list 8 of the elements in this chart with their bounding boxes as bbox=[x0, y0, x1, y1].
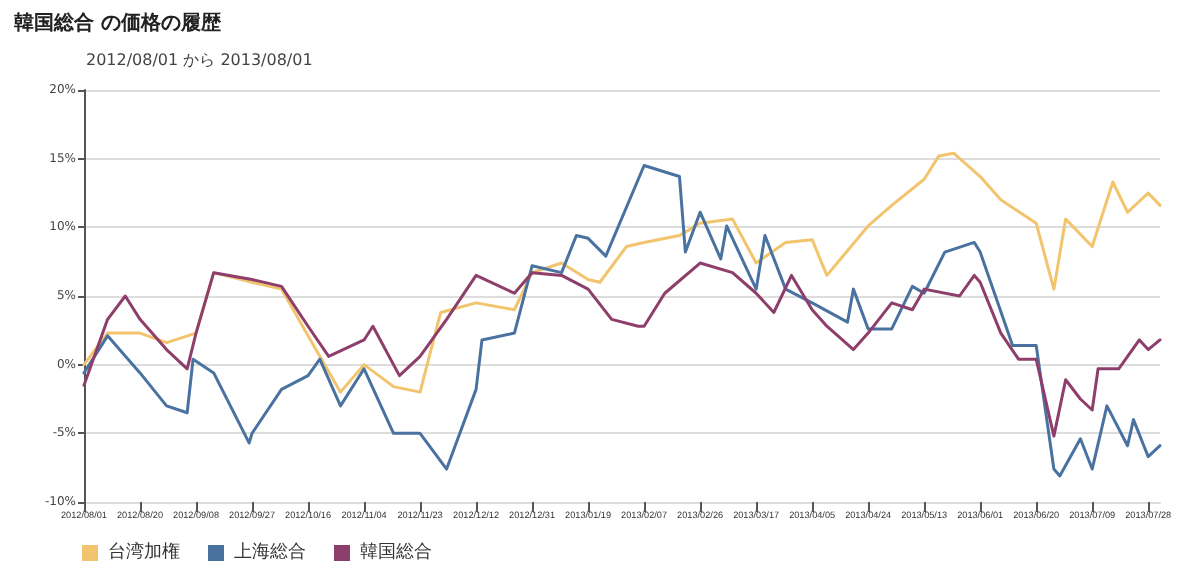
line-series bbox=[82, 164, 1162, 478]
line-series bbox=[82, 151, 1162, 394]
line-series bbox=[82, 261, 1162, 438]
chart-title: 韓国総合 の価格の履歴 bbox=[14, 11, 223, 35]
legend-label: 台湾加権 bbox=[108, 541, 180, 563]
chart-subtitle: 2012/08/01 から 2013/08/01 bbox=[86, 51, 313, 69]
legend-label: 上海総合 bbox=[234, 541, 306, 563]
legend-label: 韓国総合 bbox=[360, 541, 432, 563]
